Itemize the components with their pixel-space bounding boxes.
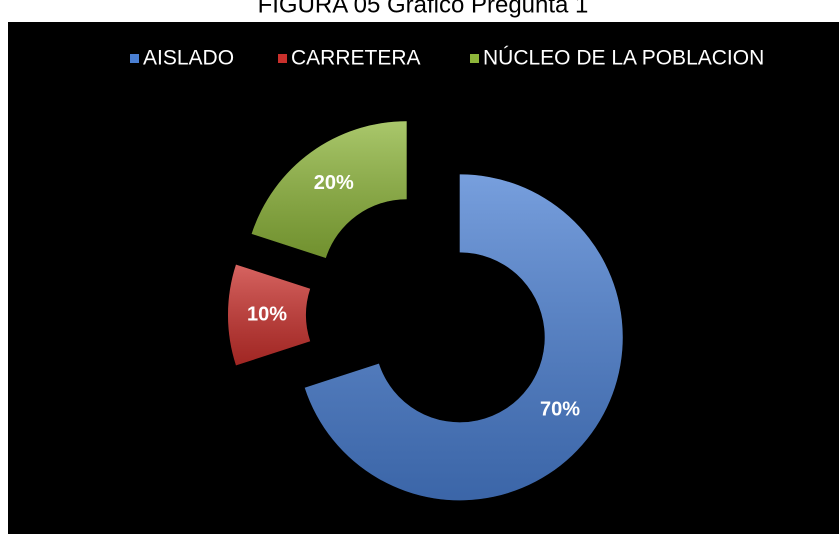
data-label: 10% <box>247 303 287 325</box>
data-label: 70% <box>540 399 580 421</box>
legend-label: NÚCLEO DE LA POBLACION <box>483 47 764 70</box>
legend-swatch <box>278 54 287 63</box>
data-label: 20% <box>314 172 354 194</box>
segment-shading <box>251 121 407 258</box>
chart-title: FIGURA 05 Gráfico Pregunta 1 <box>258 0 589 18</box>
legend-swatch <box>130 54 139 63</box>
legend-swatch <box>470 54 479 63</box>
segment-shading <box>227 264 311 366</box>
legend-label: CARRETERA <box>291 47 421 70</box>
legend-label: AISLADO <box>143 47 234 70</box>
segment-shading <box>304 174 623 501</box>
